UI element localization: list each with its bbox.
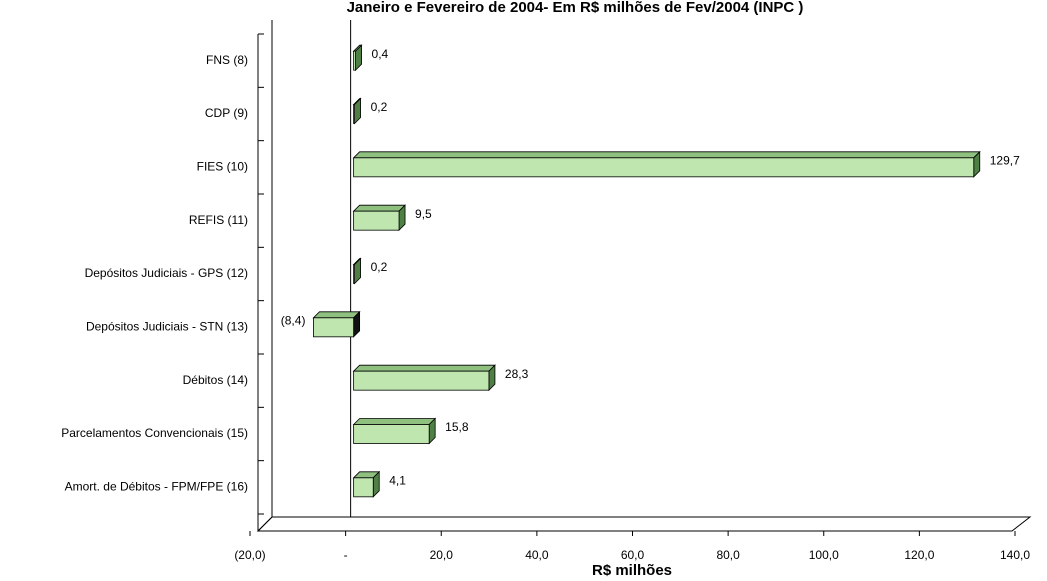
y-tick-label: CDP (9) — [205, 106, 248, 120]
bar-front — [353, 477, 374, 498]
bar — [352, 417, 437, 445]
value-label: (8,4) — [281, 314, 306, 328]
x-tick-label: 60,0 — [621, 548, 645, 562]
bar-front — [353, 264, 355, 284]
value-label: 129,7 — [990, 154, 1020, 168]
x-tick-label: 40,0 — [525, 548, 549, 562]
bar-top — [312, 311, 361, 319]
bar — [312, 310, 361, 338]
x-tick-label: 140,0 — [1000, 548, 1030, 562]
y-tick-label: Parcelamentos Convencionais (15) — [61, 426, 248, 440]
x-tick-label: 120,0 — [904, 548, 934, 562]
bar-front — [353, 157, 975, 178]
bar-top — [352, 364, 496, 372]
y-tick-label: Depósitos Judiciais - GPS (12) — [85, 266, 248, 280]
value-label: 15,8 — [445, 420, 469, 434]
bar — [352, 364, 496, 392]
value-label: 4,1 — [389, 474, 406, 488]
floor — [256, 516, 1032, 532]
x-tick-label: (20,0) — [234, 548, 265, 562]
value-label: 0,2 — [371, 100, 388, 114]
value-label: 28,3 — [505, 367, 529, 381]
value-label: 0,2 — [371, 260, 388, 274]
bar — [352, 44, 363, 72]
x-axis-title: R$ milhões — [592, 562, 672, 579]
y-tick-label: REFIS (11) — [189, 213, 248, 227]
chart-title: Janeiro e Fevereiro de 2004- Em R$ milhõ… — [347, 0, 804, 16]
bar — [352, 150, 981, 178]
x-tick-label: 100,0 — [809, 548, 839, 562]
left-wall — [257, 20, 273, 532]
y-tick-label: Débitos (14) — [183, 373, 248, 387]
value-label: 0,4 — [372, 47, 389, 61]
bar-top — [352, 151, 981, 159]
y-tick-label: Amort. de Débitos - FPM/FPE (16) — [65, 480, 248, 494]
bar-top — [352, 204, 407, 212]
x-tick-label: - — [344, 548, 348, 562]
bar — [352, 204, 407, 232]
y-tick-label: FIES (10) — [197, 160, 248, 174]
bar — [352, 97, 362, 125]
bar-front — [353, 104, 355, 124]
bar-front — [353, 50, 356, 71]
y-tick-label: FNS (8) — [206, 53, 248, 67]
bar-top — [352, 418, 437, 425]
bar — [352, 257, 362, 285]
y-tick-label: Depósitos Judiciais - STN (13) — [86, 320, 248, 334]
x-tick-label: 80,0 — [716, 548, 740, 562]
bar-front — [353, 424, 430, 444]
bar — [352, 470, 381, 498]
bar-front — [353, 210, 400, 231]
bar-front — [313, 317, 355, 338]
x-tick-label: 20,0 — [430, 548, 454, 562]
bar-front — [353, 370, 490, 391]
value-label: 9,5 — [415, 207, 432, 221]
